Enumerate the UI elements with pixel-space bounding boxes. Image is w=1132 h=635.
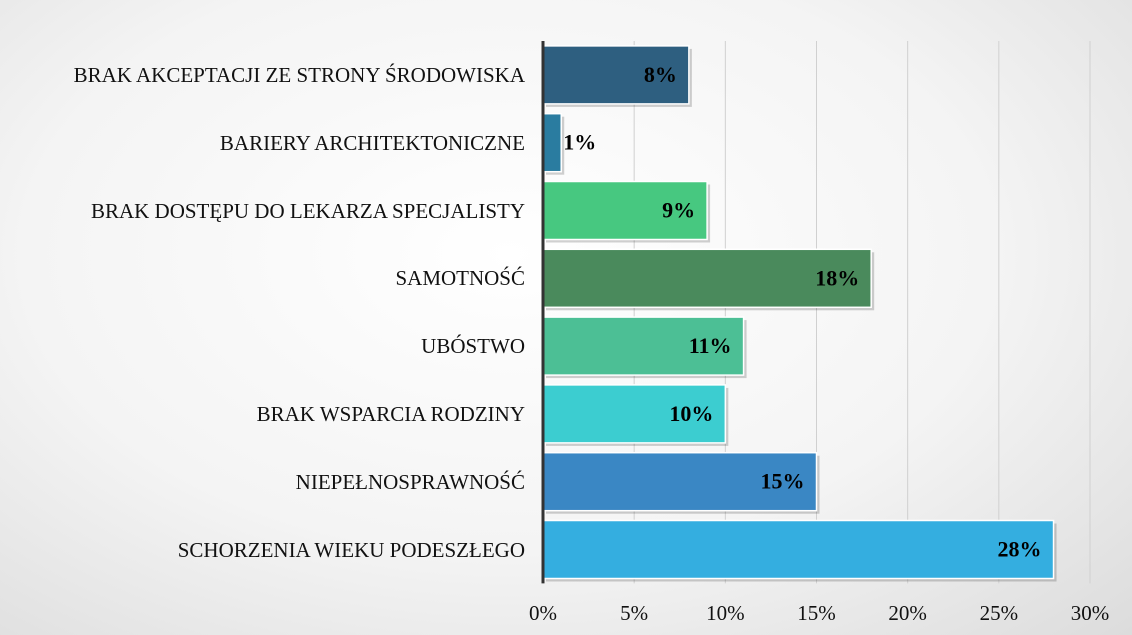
data-label: 18%	[815, 265, 859, 290]
category-label: NIEPEŁNOSPRAWNOŚĆ	[295, 469, 525, 494]
data-label: 9%	[662, 198, 695, 223]
data-label: 1%	[563, 130, 596, 155]
x-tick-label: 20%	[888, 601, 927, 625]
bar	[542, 519, 1055, 580]
category-label: BRAK WSPARCIA RODZINY	[256, 401, 525, 426]
category-label: BRAK AKCEPTACJI ZE STRONY ŚRODOWISKA	[73, 62, 525, 87]
category-label: SCHORZENIA WIEKU PODESZŁEGO	[177, 537, 525, 562]
bar	[542, 112, 562, 173]
x-tick-label: 15%	[797, 601, 836, 625]
x-tick-label: 5%	[620, 601, 648, 625]
bar	[542, 45, 690, 105]
data-label: 10%	[669, 401, 713, 426]
x-tick-label: 30%	[1071, 601, 1110, 625]
data-label: 8%	[644, 62, 677, 87]
category-label: SAMOTNOŚĆ	[395, 266, 525, 291]
x-tick-label: 10%	[706, 601, 745, 625]
category-label: UBÓSTWO	[421, 334, 525, 359]
data-label: 15%	[761, 469, 805, 494]
bar	[542, 384, 727, 444]
bar	[542, 180, 708, 241]
bar	[542, 316, 745, 376]
category-label: BARIERY ARCHITEKTONICZNE	[219, 130, 525, 155]
x-tick-label: 0%	[529, 601, 557, 625]
data-label: 28%	[998, 537, 1042, 562]
bar	[542, 248, 872, 309]
x-tick-label: 25%	[980, 601, 1019, 625]
category-label: BRAK DOSTĘPU DO LEKARZA SPECJALISTY	[90, 198, 525, 223]
bar	[542, 451, 818, 512]
data-label: 11%	[689, 333, 732, 358]
